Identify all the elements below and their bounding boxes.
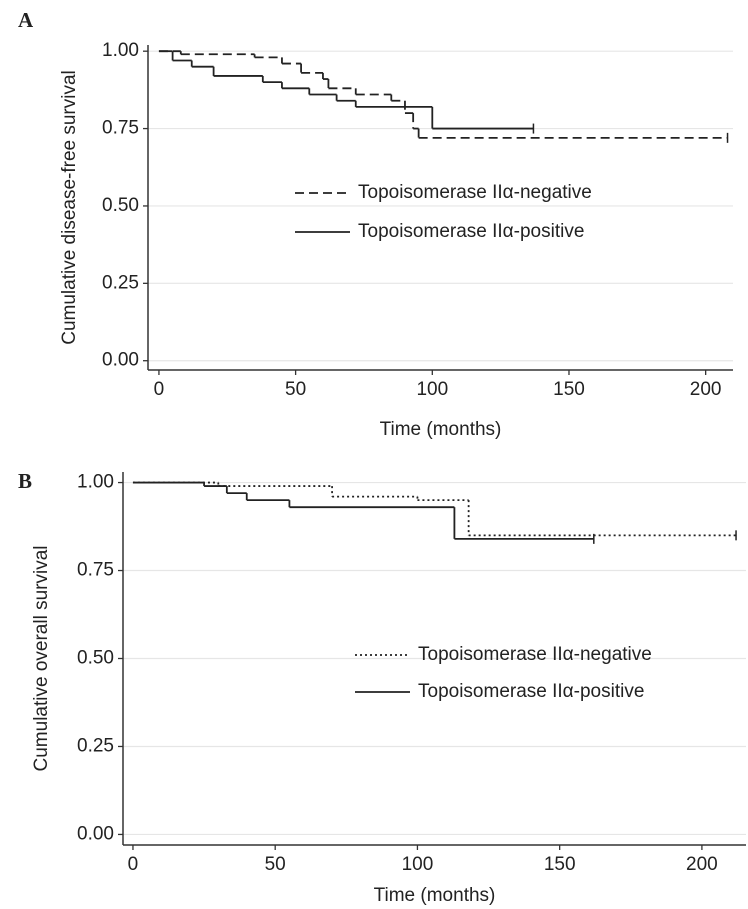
y-tick-label: 0.75: [102, 118, 139, 139]
x-tick-label: 0: [128, 854, 139, 875]
y-tick-label: 1.00: [102, 40, 139, 61]
x-axis-title: Time (months): [374, 885, 496, 906]
y-tick-label: 0.25: [77, 735, 114, 756]
x-tick-label: 200: [690, 379, 722, 400]
legend-label: Topoisomerase IIα-positive: [418, 681, 644, 702]
y-axis-title: Cumulative overall survival: [31, 546, 52, 772]
legend-label: Topoisomerase IIα-negative: [358, 182, 592, 203]
x-tick-label: 50: [285, 379, 306, 400]
y-tick-label: 0.25: [102, 272, 139, 293]
y-axis-title: Cumulative disease-free survival: [59, 70, 80, 345]
y-tick-label: 0.50: [102, 195, 139, 216]
x-tick-label: 150: [544, 854, 576, 875]
x-tick-label: 50: [265, 854, 286, 875]
x-axis-title: Time (months): [380, 419, 502, 440]
x-tick-label: 200: [686, 854, 718, 875]
y-tick-label: 0.75: [77, 560, 114, 581]
legend-label: Topoisomerase IIα-negative: [418, 644, 652, 665]
x-tick-label: 150: [553, 379, 585, 400]
x-tick-label: 0: [154, 379, 165, 400]
panel-label: A: [18, 8, 34, 32]
panel-label: B: [18, 469, 32, 493]
y-tick-label: 0.00: [102, 350, 139, 371]
legend-label: Topoisomerase IIα-positive: [358, 221, 584, 242]
y-tick-label: 1.00: [77, 472, 114, 493]
y-tick-label: 0.00: [77, 823, 114, 844]
x-tick-label: 100: [402, 854, 434, 875]
y-tick-label: 0.50: [77, 648, 114, 669]
x-tick-label: 100: [416, 379, 448, 400]
